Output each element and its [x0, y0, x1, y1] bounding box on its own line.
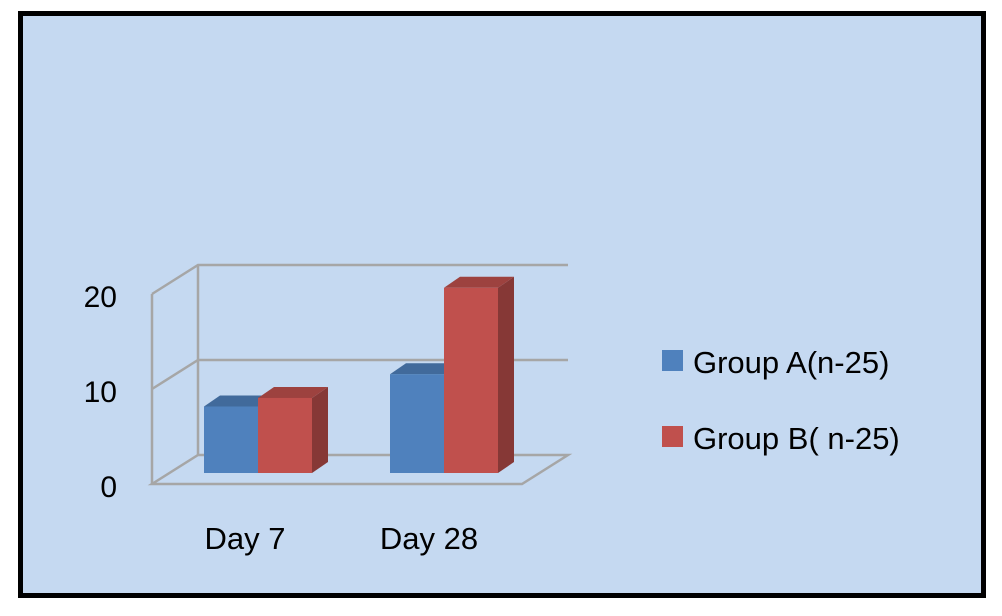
chart-grid	[147, 263, 573, 486]
x-category-label-day-7: Day 7	[205, 521, 286, 556]
legend-swatch-group-b	[662, 426, 683, 447]
gridline-20	[151, 263, 568, 296]
chart-bars	[204, 276, 514, 473]
bar-front-face	[258, 397, 312, 473]
bar-front-face	[390, 374, 444, 473]
chart-floor	[147, 453, 573, 486]
bar-group-b-day-7	[258, 386, 328, 473]
bar-side-face	[312, 386, 328, 473]
y-tick-label-0: 0	[100, 471, 117, 504]
legend-label-group-b: Group B( n-25)	[693, 421, 900, 456]
bar-front-face	[204, 406, 258, 473]
bar-top-face	[444, 276, 514, 288]
legend-label-group-a: Group A(n-25)	[693, 345, 889, 380]
bar-front-face	[444, 287, 498, 473]
x-category-label-day-28: Day 28	[380, 521, 478, 556]
x-axis-categories: Day 7 Day 28	[205, 521, 479, 556]
bar-top-face	[258, 386, 328, 398]
y-tick-label-20: 20	[84, 281, 117, 314]
bar-top-face	[390, 363, 460, 375]
bar-group-b-day-28	[444, 276, 514, 473]
y-tick-label-10: 10	[84, 376, 117, 409]
y-axis-ticks: 0 10 20	[84, 281, 117, 504]
legend-swatch-group-a	[662, 350, 683, 371]
bar-side-face	[498, 276, 514, 473]
legend: Group A(n-25) Group B( n-25)	[662, 345, 900, 456]
bar-top-face	[204, 395, 274, 407]
